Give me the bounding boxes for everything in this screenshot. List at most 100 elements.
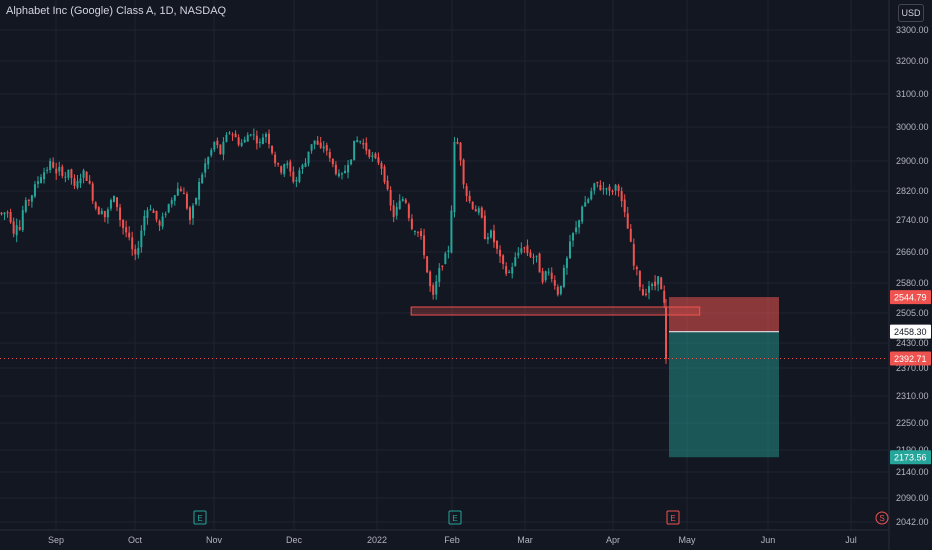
earnings-marker-label: E: [670, 514, 675, 523]
candle-body: [496, 240, 499, 249]
candle-body: [292, 171, 295, 182]
candle-body: [188, 207, 191, 220]
candle-body: [614, 184, 617, 191]
candle-body: [654, 281, 657, 287]
candle-body: [620, 191, 623, 202]
candle-body: [350, 159, 353, 165]
candle-body: [420, 231, 423, 237]
candle-body: [325, 145, 328, 151]
candle-body: [67, 169, 70, 178]
candle-body: [477, 208, 480, 213]
candle-body: [377, 157, 380, 163]
candle-body: [58, 166, 61, 172]
candle-body: [398, 200, 401, 210]
candle-body: [340, 173, 343, 175]
candle-body: [176, 188, 179, 196]
candle-body: [532, 256, 535, 258]
candle-body: [605, 188, 608, 190]
x-tick-label: Feb: [444, 535, 460, 545]
candle-body: [578, 220, 581, 228]
y-tick-label: 2090.00: [896, 493, 929, 503]
candle-body: [593, 183, 596, 191]
candle-body: [489, 230, 492, 238]
candle-body: [277, 163, 280, 165]
candle-body: [249, 134, 252, 136]
candle-body: [234, 133, 237, 138]
y-tick-label: 2370.00: [896, 363, 929, 373]
candle-body: [502, 255, 505, 264]
candle-body: [49, 160, 52, 171]
candle-body: [553, 280, 556, 286]
candle-body: [204, 163, 207, 173]
candle-body: [6, 212, 9, 214]
candle-body: [575, 227, 578, 232]
candle-body: [173, 195, 176, 201]
candle-body: [568, 241, 571, 259]
candle-body: [608, 186, 611, 191]
candle-body: [587, 199, 590, 203]
candle-body: [103, 210, 106, 218]
candle-body: [556, 287, 559, 295]
candle-body: [283, 164, 286, 175]
dividend-marker-label: S: [879, 514, 884, 523]
x-tick-label: Dec: [286, 535, 303, 545]
candle-body: [562, 267, 565, 287]
candle-body: [657, 276, 660, 285]
candle-body: [240, 142, 243, 146]
candle-body: [70, 169, 73, 179]
candle-body: [149, 209, 152, 211]
candle-body: [486, 237, 489, 240]
candle-body: [559, 285, 562, 295]
candle-body: [231, 134, 234, 136]
candle-body: [547, 271, 550, 273]
candle-body: [91, 183, 94, 201]
candle-body: [119, 207, 122, 221]
y-tick-label: 3100.00: [896, 89, 929, 99]
candle-body: [24, 200, 27, 212]
candle-body: [64, 176, 67, 178]
candle-body: [626, 213, 629, 229]
x-tick-label: Nov: [206, 535, 223, 545]
currency-button[interactable]: USD: [898, 4, 924, 22]
candles: [0, 128, 667, 364]
candle-body: [46, 169, 49, 171]
candle-body: [195, 197, 198, 205]
candle-body: [392, 205, 395, 218]
earnings-marker[interactable]: E: [193, 510, 207, 525]
candle-body: [237, 137, 240, 145]
dividend-marker[interactable]: S: [875, 511, 889, 525]
candle-body: [644, 293, 647, 296]
candle-body: [404, 199, 407, 203]
candle-body: [216, 140, 219, 146]
candle-body: [572, 232, 575, 241]
candle-body: [15, 225, 18, 236]
candle-body: [444, 253, 447, 264]
candle-body: [416, 231, 419, 233]
candle-body: [635, 267, 638, 270]
candle-body: [319, 142, 322, 148]
candle-body: [116, 197, 119, 208]
candle-body: [12, 221, 15, 234]
candle-body: [383, 166, 386, 183]
candle-body: [213, 142, 216, 150]
earnings-marker[interactable]: E: [448, 510, 462, 525]
candle-body: [322, 146, 325, 149]
price-label-entry: [890, 324, 931, 339]
candle-body: [131, 237, 134, 250]
candle-body: [143, 215, 146, 231]
candle-body: [468, 195, 471, 202]
candle-body: [152, 210, 155, 213]
candle-body: [611, 190, 614, 193]
candle-body: [480, 207, 483, 218]
candle-body: [347, 164, 350, 173]
candle-body: [76, 181, 79, 188]
candle-body: [450, 210, 453, 253]
candle-body: [596, 181, 599, 184]
y-tick-label: 2660.00: [896, 247, 929, 257]
candle-body: [243, 139, 246, 143]
x-tick-label: Mar: [517, 535, 533, 545]
candle-body: [508, 271, 511, 273]
candle-body: [252, 134, 255, 136]
earnings-marker[interactable]: E: [666, 510, 680, 525]
